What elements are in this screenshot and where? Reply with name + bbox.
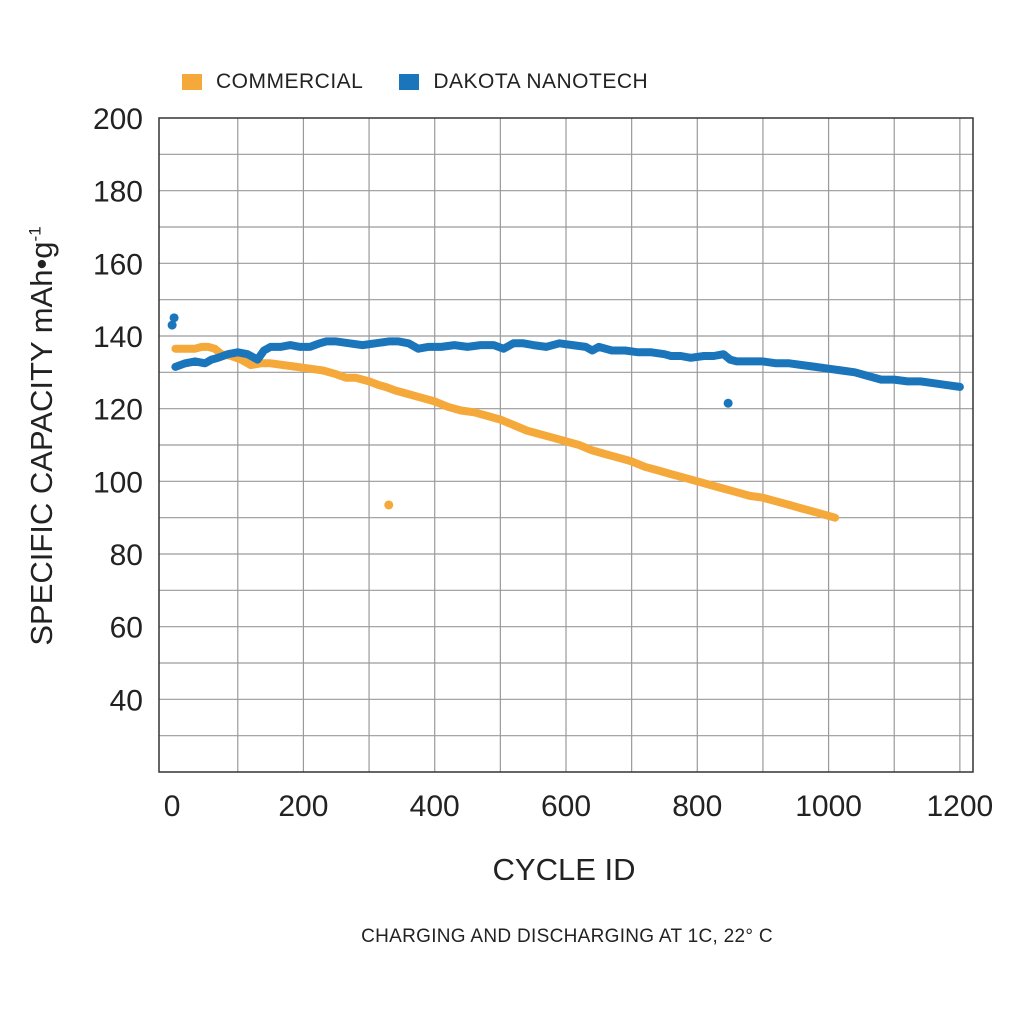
plot-frame [158,117,974,773]
x-tick-label: 400 [410,790,460,823]
legend-item-dakota-nanotech: DAKOTA NANOTECH [399,70,648,94]
legend-label-commercial: COMMERCIAL [216,70,364,93]
y-tick-labels: 40 60 80 100 120 140 160 180 200 [93,103,143,717]
y-axis-title-superscript: -1 [25,226,45,242]
chart-caption: CHARGING AND DISCHARGING AT 1C, 22° C [361,926,773,947]
legend-item-commercial: COMMERCIAL [182,70,363,94]
x-tick-label: 1000 [795,790,862,823]
outlier-point [723,398,733,408]
y-axis-title: SPECIFIC CAPACITY mAh•g-1 [24,226,60,645]
legend-swatch-dakota-nanotech [399,74,420,90]
legend-swatch-commercial [182,74,202,90]
outlier-layer [167,313,733,510]
legend-label-dakota-nanotech: DAKOTA NANOTECH [433,70,649,93]
y-tick-label: 60 [110,612,143,645]
legend: COMMERCIAL DAKOTA NANOTECH [182,70,684,94]
series-line-commercial [171,342,840,522]
x-tick-label: 600 [541,790,591,823]
x-tick-label: 0 [164,790,181,823]
y-tick-label: 160 [93,248,143,281]
y-axis-title-text: SPECIFIC CAPACITY mAh•g [24,241,59,646]
x-tick-labels: 0 200 400 600 800 1000 1200 [164,790,993,823]
x-tick-label: 800 [672,790,722,823]
x-tick-label: 1200 [926,790,993,823]
y-tick-label: 120 [93,394,143,427]
series-line-dakota-nanotech [171,337,964,391]
series-layer [171,337,964,522]
y-tick-label: 200 [93,103,143,136]
outlier-point [169,313,179,323]
y-tick-label: 180 [93,176,143,209]
y-tick-label: 100 [93,466,143,499]
outlier-point [384,500,394,510]
x-tick-label: 200 [278,790,328,823]
x-axis-title: CYCLE ID [492,852,636,887]
y-tick-label: 80 [110,539,143,572]
y-tick-label: 140 [93,321,143,354]
outlier-point [167,320,177,330]
y-tick-label: 40 [110,684,143,717]
